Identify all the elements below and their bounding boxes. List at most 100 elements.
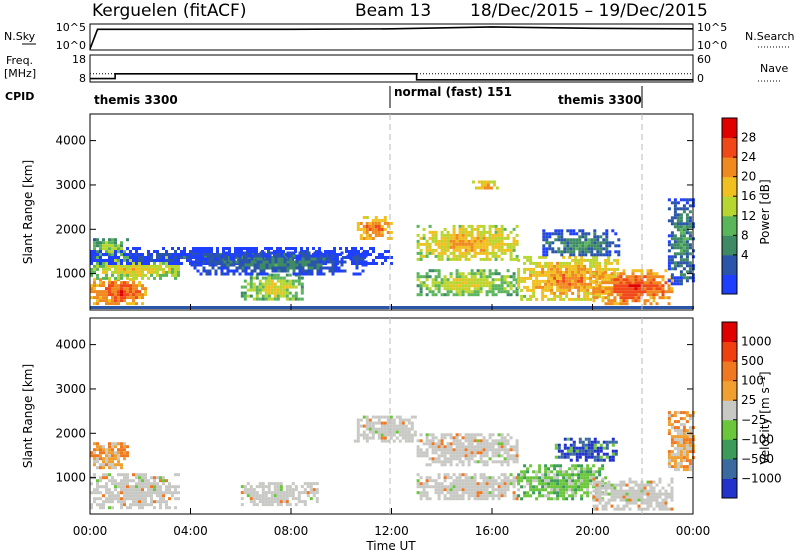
power-cell (515, 239, 519, 243)
velocity-cell (419, 476, 423, 480)
power-cell (111, 284, 114, 288)
power-cell (250, 263, 254, 267)
power-cell (646, 284, 650, 288)
power-cell (129, 284, 132, 288)
velocity-cell (580, 464, 584, 468)
velocity-cell (526, 491, 530, 495)
power-cell (670, 273, 674, 277)
power-cell (270, 247, 273, 250)
velocity-cell (664, 492, 668, 496)
power-cell (371, 237, 375, 240)
velocity-cell (422, 454, 426, 458)
power-ylabel: Slant Range [km] (21, 160, 35, 264)
power-cell (482, 233, 486, 237)
power-cell (431, 248, 435, 252)
power-cell (316, 260, 320, 264)
power-cell (253, 266, 257, 270)
power-cell (252, 288, 256, 292)
velocity-cell (126, 454, 129, 458)
power-cell (497, 227, 501, 231)
velocity-cell (679, 465, 683, 469)
velocity-cell (685, 429, 689, 433)
power-cell (424, 306, 426, 309)
velocity-cell (473, 482, 477, 486)
power-cell (470, 242, 474, 246)
power-cell (667, 198, 671, 202)
power-cell (532, 270, 536, 274)
power-cell (479, 230, 483, 234)
power-cell (646, 290, 650, 294)
power-cell (294, 279, 298, 283)
power-cell (414, 306, 416, 309)
power-cell (430, 306, 432, 309)
power-cell (437, 272, 441, 276)
power-cell (129, 256, 132, 259)
velocity-cell (535, 470, 539, 474)
velocity-cell (599, 449, 603, 453)
power-cell (102, 261, 105, 265)
velocity-cell (464, 482, 468, 486)
power-cell (264, 285, 268, 289)
velocity-cell (147, 494, 150, 498)
power-cell (631, 299, 635, 303)
colorbar-tick-label: 500 (741, 354, 764, 368)
velocity-cell (500, 479, 504, 483)
power-cell (577, 285, 581, 289)
power-cell (96, 293, 99, 297)
velocity-cell (434, 442, 438, 446)
power-cell (202, 269, 206, 273)
power-cell (485, 248, 489, 252)
power-cell (613, 281, 617, 285)
velocity-cell (425, 448, 429, 452)
velocity-cell (476, 460, 480, 464)
power-cell (220, 306, 222, 309)
velocity-cell (658, 501, 662, 505)
power-cell (250, 254, 254, 258)
power-cell (542, 253, 546, 257)
power-cell (560, 306, 562, 309)
power-cell (252, 285, 256, 289)
power-cell (568, 297, 572, 301)
power-cell (559, 282, 563, 286)
power-cell (622, 278, 626, 282)
velocity-cell (120, 479, 123, 483)
velocity-cell (643, 492, 647, 496)
power-cell (637, 296, 641, 300)
velocity-cell (500, 445, 504, 449)
power-cell (679, 234, 683, 238)
power-cell (569, 250, 573, 254)
power-cell (515, 224, 519, 228)
power-cell (680, 306, 682, 309)
power-cell (455, 278, 459, 282)
power-cell (235, 266, 239, 270)
velocity-cell (593, 437, 597, 441)
velocity-cell (437, 491, 441, 495)
power-cell (307, 263, 311, 267)
power-cell (476, 233, 480, 237)
velocity-cell (461, 445, 465, 449)
velocity-cell (159, 485, 162, 489)
power-cell (93, 247, 96, 251)
power-cell (473, 290, 477, 294)
power-cell (458, 284, 462, 288)
power-cell (434, 281, 438, 285)
power-cell (130, 306, 132, 309)
power-cell (307, 266, 311, 270)
power-cell (292, 266, 296, 270)
velocity-cell (276, 503, 280, 507)
power-cell (512, 242, 516, 246)
power-cell (298, 263, 302, 267)
power-cell (252, 276, 256, 280)
power-cell (548, 247, 552, 251)
power-cell (316, 257, 320, 261)
velocity-cell (446, 460, 450, 464)
velocity-cell (670, 465, 674, 469)
power-cell (581, 253, 585, 257)
power-cell (568, 255, 572, 259)
power-cell (416, 251, 420, 255)
power-cell (470, 245, 474, 249)
power-cell (565, 270, 569, 274)
velocity-cell (96, 485, 99, 489)
power-cell (253, 260, 257, 264)
velocity-cell (523, 485, 527, 489)
